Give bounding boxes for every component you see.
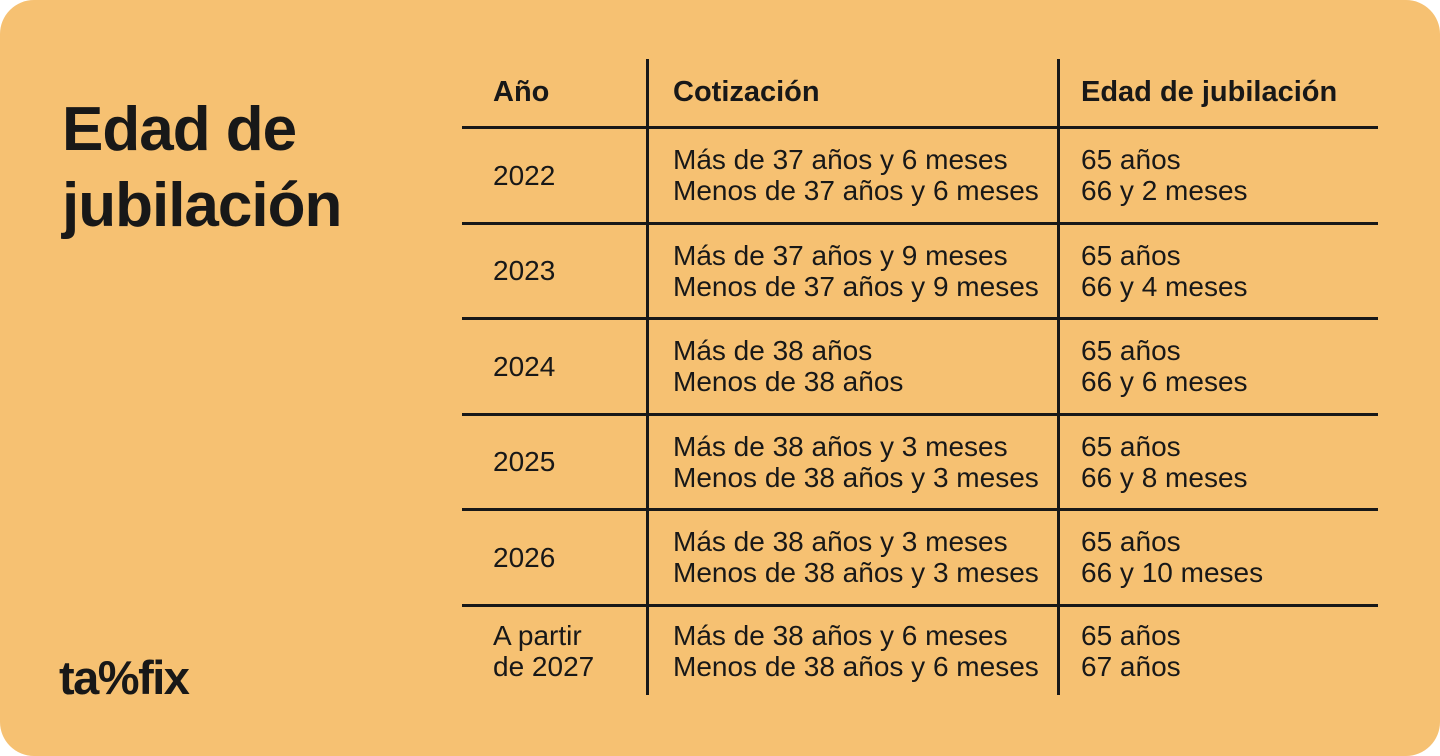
table-row-edad: 65 años 67 años xyxy=(1057,606,1378,695)
logo-text-fix: fix xyxy=(138,651,190,704)
table-row-cotizacion: Más de 38 años y 3 meses Menos de 38 año… xyxy=(646,415,1057,511)
cotizacion-line: Menos de 38 años y 3 meses xyxy=(673,461,1039,493)
column-header-cotizacion: Cotización xyxy=(646,59,1057,129)
cotizacion-line: Más de 38 años y 3 meses xyxy=(673,526,1008,558)
table-row-year: A partir de 2027 xyxy=(462,607,646,696)
year-value: 2026 xyxy=(493,541,556,573)
table-row-edad: 65 años 66 y 4 meses xyxy=(1057,224,1378,320)
year-value: de 2027 xyxy=(493,650,595,682)
year-value: 2023 xyxy=(493,255,556,287)
column-header-edad-jubilacion: Edad de jubilación xyxy=(1057,59,1378,129)
edad-line: 65 años xyxy=(1081,335,1181,367)
edad-line: 66 y 10 meses xyxy=(1081,557,1264,589)
edad-line: 65 años xyxy=(1081,144,1181,176)
table-row-cotizacion: Más de 38 años y 3 meses Menos de 38 año… xyxy=(646,511,1057,607)
edad-line: 65 años xyxy=(1081,619,1181,651)
year-value: A partir xyxy=(493,619,582,651)
table-row-year: 2026 xyxy=(462,511,646,607)
year-value: 2025 xyxy=(493,446,556,478)
edad-line: 65 años xyxy=(1081,526,1181,558)
retirement-age-table: Año Cotización Edad de jubilación 2022 M… xyxy=(462,59,1378,695)
cotizacion-line: Más de 38 años xyxy=(673,335,873,367)
edad-line: 65 años xyxy=(1081,239,1181,271)
page-title: Edad de jubilación xyxy=(62,92,342,244)
table-row-edad: 65 años 66 y 10 meses xyxy=(1057,511,1378,607)
table-row-cotizacion: Más de 38 años y 6 meses Menos de 38 año… xyxy=(646,606,1057,695)
cotizacion-line: Menos de 37 años y 6 meses xyxy=(673,175,1039,207)
cotizacion-line: Menos de 38 años xyxy=(673,366,904,398)
taxfix-logo: ta%fix xyxy=(59,651,190,704)
logo-text-ta: ta xyxy=(59,651,99,704)
edad-line: 66 y 2 meses xyxy=(1081,175,1248,207)
table-row-year: 2023 xyxy=(462,225,646,320)
cotizacion-line: Menos de 38 años y 3 meses xyxy=(673,557,1039,589)
edad-line: 66 y 6 meses xyxy=(1081,366,1248,398)
year-value: 2022 xyxy=(493,159,556,191)
table-row-cotizacion: Más de 37 años y 6 meses Menos de 37 año… xyxy=(646,129,1057,225)
page-title-line2: jubilación xyxy=(62,170,342,240)
table-row-edad: 65 años 66 y 2 meses xyxy=(1057,129,1378,225)
table-row-edad: 65 años 66 y 8 meses xyxy=(1057,415,1378,511)
cotizacion-line: Más de 37 años y 9 meses xyxy=(673,239,1008,271)
edad-line: 66 y 8 meses xyxy=(1081,461,1248,493)
table-row-year: 2022 xyxy=(462,129,646,225)
edad-line: 67 años xyxy=(1081,650,1181,682)
cotizacion-line: Más de 37 años y 6 meses xyxy=(673,144,1008,176)
cotizacion-line: Menos de 37 años y 9 meses xyxy=(673,270,1039,302)
table-row-year: 2025 xyxy=(462,416,646,511)
table-row-edad: 65 años 66 y 6 meses xyxy=(1057,320,1378,416)
table-row-year: 2024 xyxy=(462,320,646,416)
column-header-ano: Año xyxy=(462,59,646,129)
logo-percent-glyph: % xyxy=(97,651,140,704)
page-title-line1: Edad de xyxy=(62,94,297,164)
cotizacion-line: Más de 38 años y 6 meses xyxy=(673,619,1008,651)
table-row-cotizacion: Más de 37 años y 9 meses Menos de 37 año… xyxy=(646,224,1057,320)
cotizacion-line: Menos de 38 años y 6 meses xyxy=(673,650,1039,682)
cotizacion-line: Más de 38 años y 3 meses xyxy=(673,430,1008,462)
year-value: 2024 xyxy=(493,350,556,382)
edad-line: 65 años xyxy=(1081,430,1181,462)
table-row-cotizacion: Más de 38 años Menos de 38 años xyxy=(646,320,1057,416)
edad-line: 66 y 4 meses xyxy=(1081,270,1248,302)
